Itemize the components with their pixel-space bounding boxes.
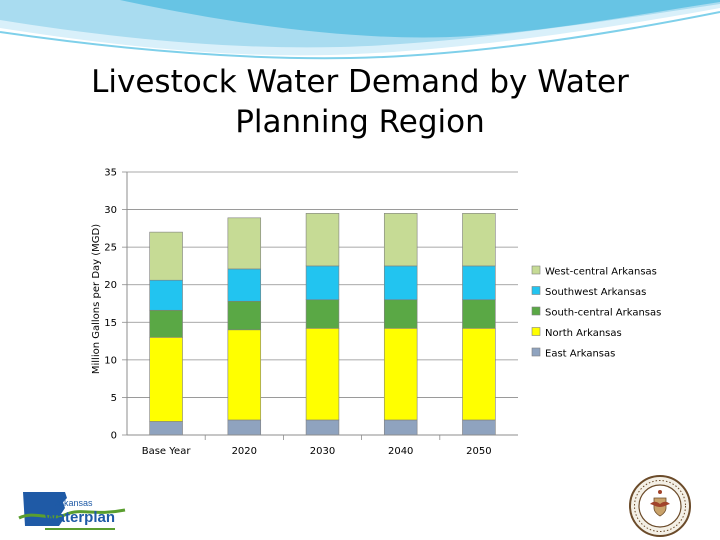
- logo-underline: [45, 528, 115, 530]
- chart-bars: [149, 213, 496, 436]
- bar-segment: [383, 299, 418, 329]
- seal-dots-ring: [634, 480, 686, 532]
- legend-swatch: [531, 347, 541, 357]
- header-wave: [0, 0, 720, 60]
- bar-segment: [462, 265, 496, 301]
- x-tick-label: 2050: [466, 446, 491, 457]
- y-tick-label: 20: [104, 280, 117, 291]
- arkansas-waterplan-logo: Arkansas waterplan: [18, 492, 126, 530]
- legend-entry: South-central Arkansas: [545, 308, 661, 319]
- bar-segment: [149, 279, 183, 311]
- bar-segment: [383, 213, 418, 267]
- bar-segment: [227, 300, 262, 331]
- bar-segment: [462, 213, 496, 267]
- y-axis-ticks: 0 5 10 15 20 25 30 35: [104, 168, 127, 442]
- bar-segment: [149, 231, 183, 281]
- bar-segment: [305, 299, 340, 329]
- logo-wave: [18, 508, 126, 520]
- header-wave-dark: [120, 0, 720, 38]
- x-tick-label: 2020: [232, 446, 257, 457]
- bar-segment: [462, 327, 496, 421]
- bar-segment: [383, 265, 418, 301]
- bar-segment: [383, 327, 418, 421]
- legend-swatch: [531, 265, 541, 275]
- bar-segment: [305, 419, 340, 436]
- y-tick-label: 25: [104, 243, 117, 254]
- header-wave-line: [0, 11, 720, 60]
- legend-entry: Southwest Arkansas: [545, 287, 646, 298]
- state-seal-icon: [629, 475, 691, 537]
- chart-axes: [126, 172, 518, 436]
- seal-star: [658, 490, 662, 494]
- legend-swatch: [531, 327, 541, 336]
- bar-segment: [305, 327, 340, 421]
- bar-segment: [383, 419, 418, 436]
- chart: 0 5 10 15 20 25 30 35 Base Year 2020 2030 2040 2050…: [91, 168, 661, 458]
- legend-entry: West-central Arkansas: [545, 267, 657, 278]
- x-axis-ticks: Base Year 2020 2030 2040 2050: [142, 435, 492, 457]
- y-tick-label: 15: [104, 318, 117, 329]
- legend-swatch: [531, 306, 541, 316]
- y-tick-label: 0: [111, 431, 117, 442]
- seal-eagle: [650, 501, 670, 507]
- bar-segment: [149, 337, 183, 422]
- x-tick-label: 2040: [388, 446, 413, 457]
- bar-segment: [462, 419, 496, 436]
- y-tick-label: 35: [104, 168, 117, 179]
- bar-segment: [462, 299, 496, 329]
- bar-segment: [149, 309, 183, 338]
- bar-segment: [227, 268, 262, 302]
- bar-segment: [227, 217, 262, 270]
- y-tick-label: 30: [104, 205, 117, 216]
- legend-entry: North Arkansas: [545, 328, 622, 339]
- slide-title: Livestock Water Demand by Water Planning…: [91, 64, 629, 140]
- logo-text-arkansas: Arkansas: [55, 498, 93, 508]
- x-tick-label: 2030: [310, 446, 335, 457]
- y-tick-label: 5: [111, 393, 117, 404]
- legend-swatch: [531, 286, 541, 295]
- bar-segment: [305, 213, 340, 267]
- bar-segment: [149, 421, 183, 436]
- y-axis-label: Million Gallons per Day (MGD): [91, 224, 102, 374]
- y-tick-label: 10: [104, 355, 117, 366]
- chart-legend: West-central Arkansas Southwest Arkansas S…: [531, 265, 661, 360]
- logo-text-waterplan: waterplan: [44, 509, 115, 526]
- bar-segment: [227, 419, 262, 436]
- bar-segment: [227, 329, 262, 421]
- bar-segment: [305, 265, 340, 301]
- x-tick-label: Base Year: [142, 446, 192, 457]
- legend-entry: East Arkansas: [545, 349, 615, 360]
